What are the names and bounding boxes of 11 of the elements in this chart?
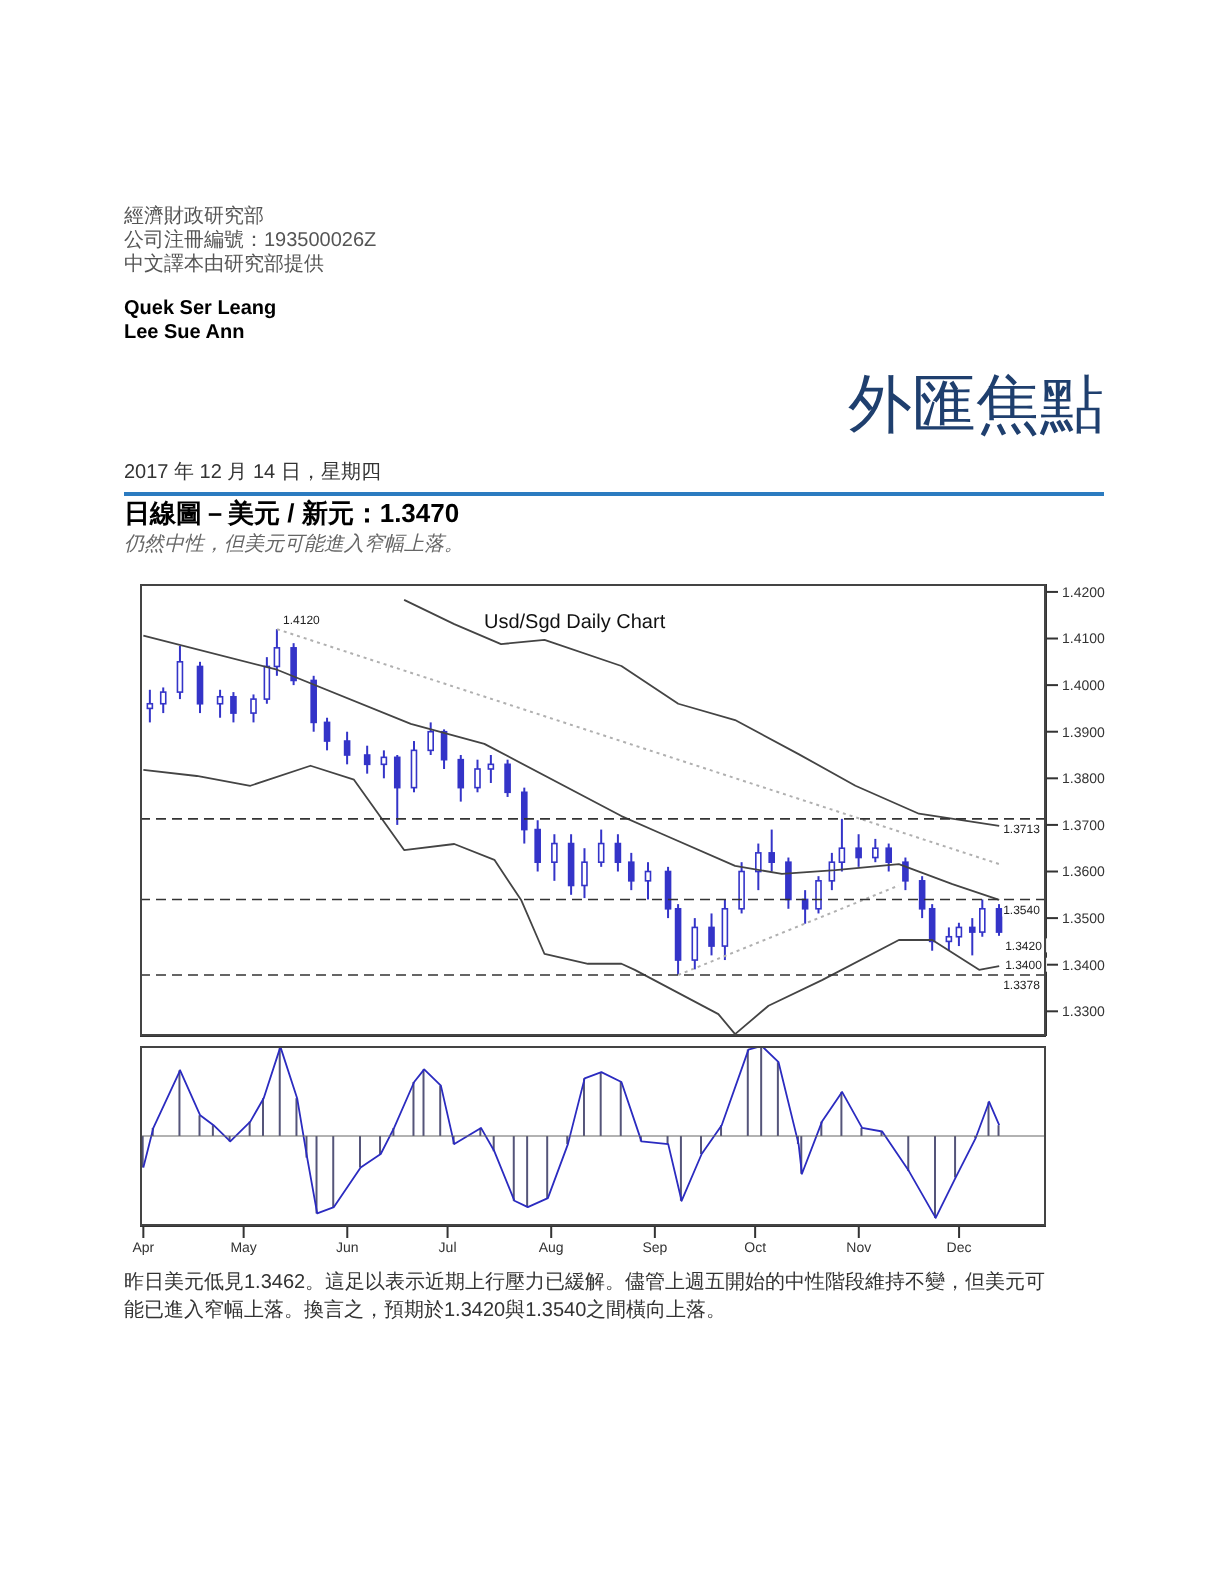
text: 外匯焦點 bbox=[846, 364, 1104, 446]
text: 公司注冊編號：193500026Z bbox=[124, 230, 379, 253]
text: 2017 年 12 月 14 日，星期四 bbox=[124, 458, 1104, 496]
chart-title: 日線圖－美元 / 新元：1.3470 bbox=[124, 496, 462, 530]
annotation: Usd/Sgd Daily Chart bbox=[484, 612, 666, 634]
text: 昨日美元低見1.3462。這足以表示近期上行壓力已緩解。儘管上週五開始的中性階段維持不變，但美元可能已進入窄幅上落。換言之，預期於1.3420與1.3540之間橫向上落。 bbox=[124, 1270, 1048, 1326]
text: Lee Sue Ann bbox=[124, 322, 247, 346]
text: 中文譯本由研究部提供 bbox=[124, 254, 326, 278]
text: Quek Ser Leang bbox=[124, 298, 279, 322]
text: 經濟財政研究部 bbox=[124, 206, 266, 229]
chart-subtitle: 仍然中性，但美元可能進入窄幅上落。 bbox=[124, 531, 466, 556]
